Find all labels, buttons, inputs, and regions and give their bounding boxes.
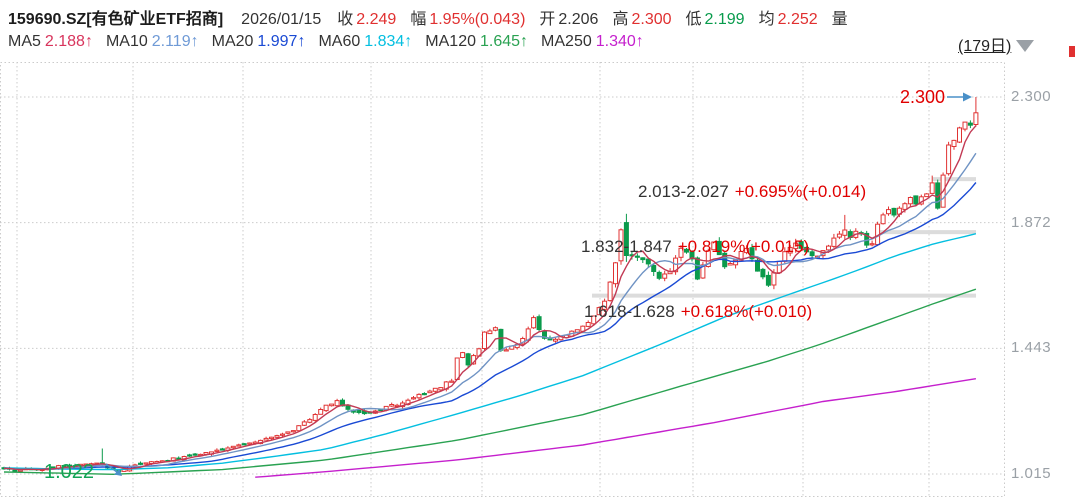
field-label-open: 开 [539, 11, 556, 28]
ma250-value: 1.340↑ [595, 33, 644, 50]
gap-change: +0.618%(+0.010) [680, 302, 813, 321]
low-price-annotation: 1.022 [44, 461, 95, 483]
symbol-name: 159690.SZ[有色矿业ETF招商] [8, 11, 224, 28]
gap-range: 2.013-2.027 [638, 182, 729, 201]
field-label-low: 低 [685, 11, 702, 28]
field-label-change: 幅 [410, 11, 427, 28]
clipped-red-element [1069, 46, 1075, 57]
field-value-close: 2.249 [356, 11, 397, 28]
field-label-close: 收 [337, 11, 354, 28]
axis-tick: 2.300 [1011, 88, 1052, 105]
ma120-value: 1.645↑ [480, 33, 529, 50]
field-value-change: 1.95%(0.043) [429, 11, 526, 28]
ma60-label: MA60 [318, 33, 361, 50]
high-price-annotation: 2.300 [899, 87, 945, 107]
field-value-avg: 2.252 [777, 11, 818, 28]
ma20-value: 1.997↑ [257, 33, 306, 50]
ma250-label: MA250 [541, 33, 592, 50]
trade-date: 2026/01/15 [241, 11, 322, 28]
gap-annotation: 1.618-1.628 +0.618%(+0.010) [584, 302, 812, 322]
header-line-1: 159690.SZ[有色矿业ETF招商] 2026/01/15 收 2.249 幅 1.9… [8, 5, 865, 29]
gap-annotation: 1.832-1.847 +0.819%(+0.015) [581, 237, 809, 257]
axis-tick: 1.015 [1011, 465, 1052, 482]
gap-range: 1.618-1.628 [584, 302, 675, 321]
ma60-value: 1.834↑ [364, 33, 413, 50]
field-value-high: 2.300 [631, 11, 672, 28]
gap-range: 1.832-1.847 [581, 237, 672, 256]
axis-tick: 1.872 [1011, 214, 1052, 231]
ma10-value: 2.119↑ [151, 33, 199, 50]
field-value-open: 2.206 [558, 11, 599, 28]
dropdown-caret-icon[interactable] [1016, 40, 1035, 52]
header-line-2-ma-legend: MA5 2.188↑ MA10 2.119↑ MA20 1.997↑ MA60 1.834↑ M… [8, 33, 657, 51]
field-value-low: 2.199 [704, 11, 745, 28]
period-label[interactable]: (179日) [958, 38, 1012, 55]
ma5-label: MA5 [8, 33, 41, 50]
gap-change: +0.695%(+0.014) [734, 182, 867, 201]
period-selector[interactable]: (179日) [958, 32, 1035, 56]
field-label-volume: 量 [831, 11, 848, 28]
field-label-high: 高 [612, 11, 629, 28]
gap-change: +0.819%(+0.015) [677, 237, 810, 256]
ma20-label: MA20 [211, 33, 254, 50]
axis-tick: 1.443 [1011, 339, 1052, 356]
ma120-label: MA120 [425, 33, 476, 50]
ma10-label: MA10 [105, 33, 148, 50]
field-label-avg: 均 [758, 11, 775, 28]
gap-annotation: 2.013-2.027 +0.695%(+0.014) [638, 182, 866, 202]
ma5-value: 2.188↑ [44, 33, 93, 50]
